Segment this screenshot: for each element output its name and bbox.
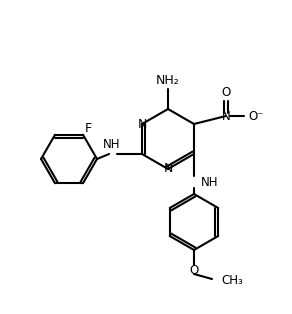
Text: F: F [84,122,92,135]
Text: O⁻: O⁻ [248,110,264,122]
Text: O: O [189,263,199,277]
Text: NH: NH [103,138,121,151]
Text: NH: NH [201,176,218,188]
Text: CH₃: CH₃ [221,274,243,288]
Text: N: N [222,110,230,122]
Text: N: N [163,163,173,176]
Text: N: N [137,117,147,131]
Text: NH₂: NH₂ [156,74,180,88]
Text: O: O [221,85,231,99]
